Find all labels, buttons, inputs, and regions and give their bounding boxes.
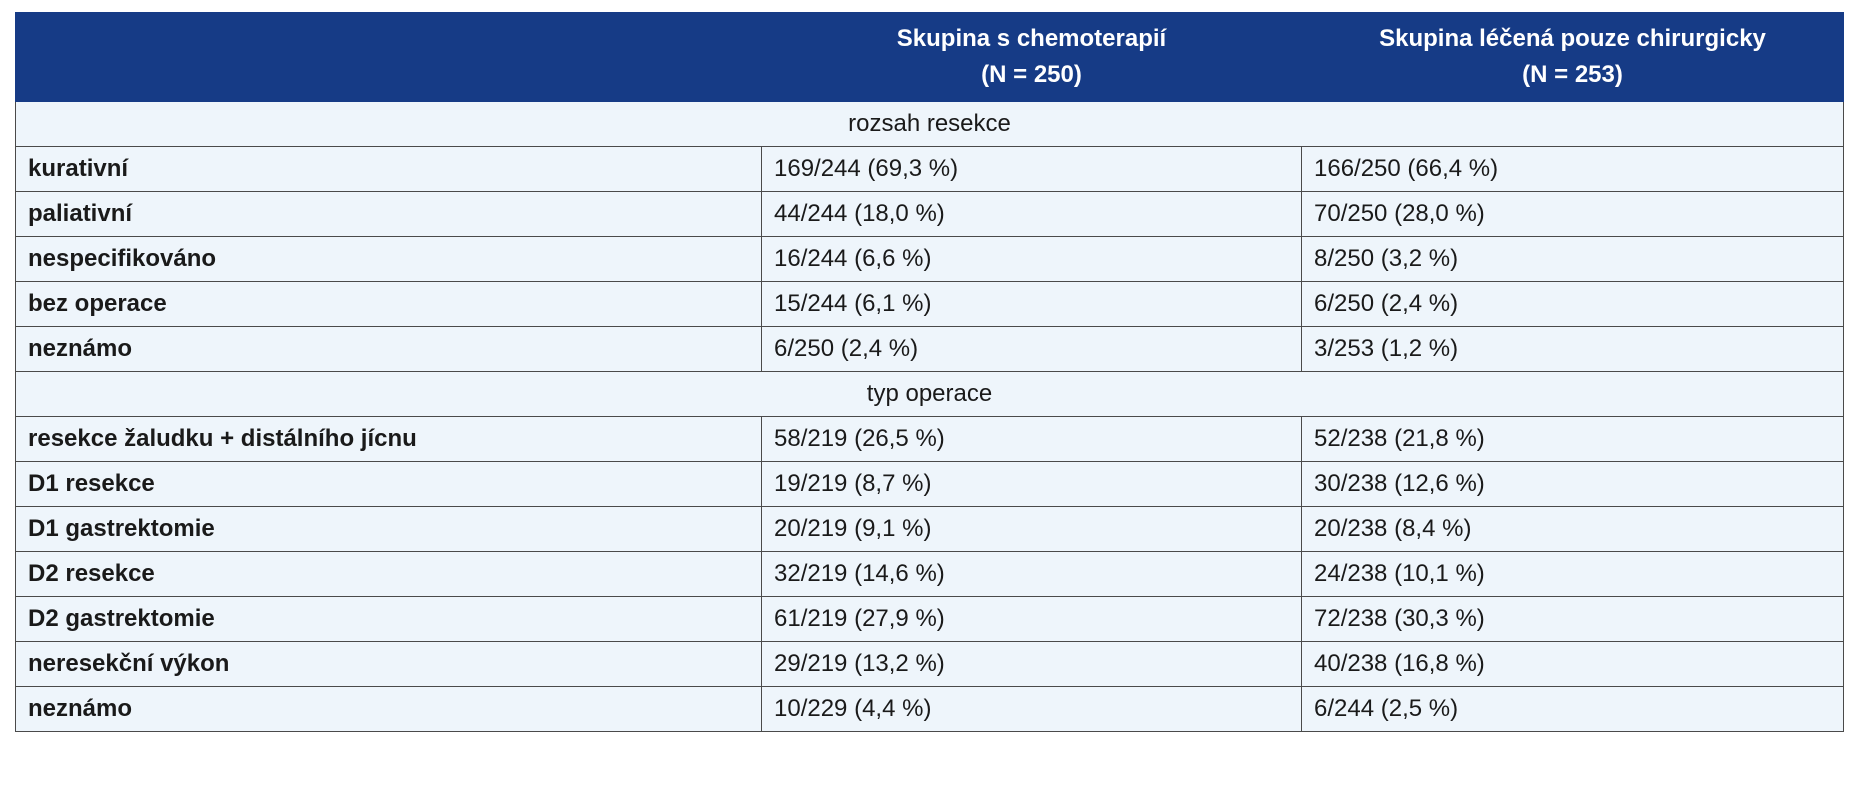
value-cell: 30/238 (12,6 %) xyxy=(1301,461,1844,507)
value-cell: 52/238 (21,8 %) xyxy=(1301,416,1844,462)
row-label: kurativní xyxy=(15,146,762,192)
value-cell: 29/219 (13,2 %) xyxy=(761,641,1302,687)
header-cell: Skupina s chemoterapií (N = 250) xyxy=(761,12,1302,102)
table-body: rozsah resekce kurativní 169/244 (69,3 %) 1… xyxy=(15,101,1844,732)
data-row: D1 gastrektomie 20/219 (9,1 %) 20/238 (8,4… xyxy=(15,506,1844,552)
value-cell: 169/244 (69,3 %) xyxy=(761,146,1302,192)
data-row: bez operace 15/244 (6,1 %) 6/250 (2,4 %) xyxy=(15,281,1844,327)
value-cell: 8/250 (3,2 %) xyxy=(1301,236,1844,282)
section-title: rozsah resekce xyxy=(15,101,1844,147)
value-cell: 15/244 (6,1 %) xyxy=(761,281,1302,327)
value-cell: 32/219 (14,6 %) xyxy=(761,551,1302,597)
row-label: paliativní xyxy=(15,191,762,237)
value-cell: 24/238 (10,1 %) xyxy=(1301,551,1844,597)
section-row: rozsah resekce xyxy=(15,101,1844,147)
value-cell: 19/219 (8,7 %) xyxy=(761,461,1302,507)
value-cell: 72/238 (30,3 %) xyxy=(1301,596,1844,642)
row-label: neresekční výkon xyxy=(15,641,762,687)
section-row: typ operace xyxy=(15,371,1844,417)
value-cell: 166/250 (66,4 %) xyxy=(1301,146,1844,192)
data-row: neznámo 10/229 (4,4 %) 6/244 (2,5 %) xyxy=(15,686,1844,732)
data-row: paliativní 44/244 (18,0 %) 70/250 (28,0 %) xyxy=(15,191,1844,237)
data-row: kurativní 169/244 (69,3 %) 166/250 (66,4 %… xyxy=(15,146,1844,192)
data-row: D2 gastrektomie 61/219 (27,9 %) 72/238 (30… xyxy=(15,596,1844,642)
row-label: bez operace xyxy=(15,281,762,327)
row-label: neznámo xyxy=(15,686,762,732)
data-row: neznámo 6/250 (2,4 %) 3/253 (1,2 %) xyxy=(15,326,1844,372)
value-cell: 6/250 (2,4 %) xyxy=(761,326,1302,372)
value-cell: 70/250 (28,0 %) xyxy=(1301,191,1844,237)
row-label: resekce žaludku + distálního jícnu xyxy=(15,416,762,462)
value-cell: 20/238 (8,4 %) xyxy=(1301,506,1844,552)
data-row: resekce žaludku + distálního jícnu 58/219… xyxy=(15,416,1844,462)
data-row: nespecifikováno 16/244 (6,6 %) 8/250 (3,2 … xyxy=(15,236,1844,282)
data-table: Skupina s chemoterapií (N = 250) Skupina … xyxy=(15,12,1844,732)
row-label: D2 gastrektomie xyxy=(15,596,762,642)
value-cell: 61/219 (27,9 %) xyxy=(761,596,1302,642)
row-label: nespecifikováno xyxy=(15,236,762,282)
header-row: Skupina s chemoterapií (N = 250) Skupina … xyxy=(15,12,1844,102)
value-cell: 40/238 (16,8 %) xyxy=(1301,641,1844,687)
value-cell: 20/219 (9,1 %) xyxy=(761,506,1302,552)
row-label: D1 resekce xyxy=(15,461,762,507)
value-cell: 6/244 (2,5 %) xyxy=(1301,686,1844,732)
data-row: D2 resekce 32/219 (14,6 %) 24/238 (10,1 %) xyxy=(15,551,1844,597)
section-title: typ operace xyxy=(15,371,1844,417)
value-cell: 16/244 (6,6 %) xyxy=(761,236,1302,282)
header-empty xyxy=(15,12,762,102)
value-cell: 44/244 (18,0 %) xyxy=(761,191,1302,237)
value-cell: 3/253 (1,2 %) xyxy=(1301,326,1844,372)
row-label: D1 gastrektomie xyxy=(15,506,762,552)
value-cell: 58/219 (26,5 %) xyxy=(761,416,1302,462)
data-row: D1 resekce 19/219 (8,7 %) 30/238 (12,6 %) xyxy=(15,461,1844,507)
value-cell: 10/229 (4,4 %) xyxy=(761,686,1302,732)
row-label: D2 resekce xyxy=(15,551,762,597)
data-row: neresekční výkon 29/219 (13,2 %) 40/238 (1… xyxy=(15,641,1844,687)
header-cell: Skupina léčená pouze chirurgicky (N = 253… xyxy=(1301,12,1844,102)
value-cell: 6/250 (2,4 %) xyxy=(1301,281,1844,327)
row-label: neznámo xyxy=(15,326,762,372)
